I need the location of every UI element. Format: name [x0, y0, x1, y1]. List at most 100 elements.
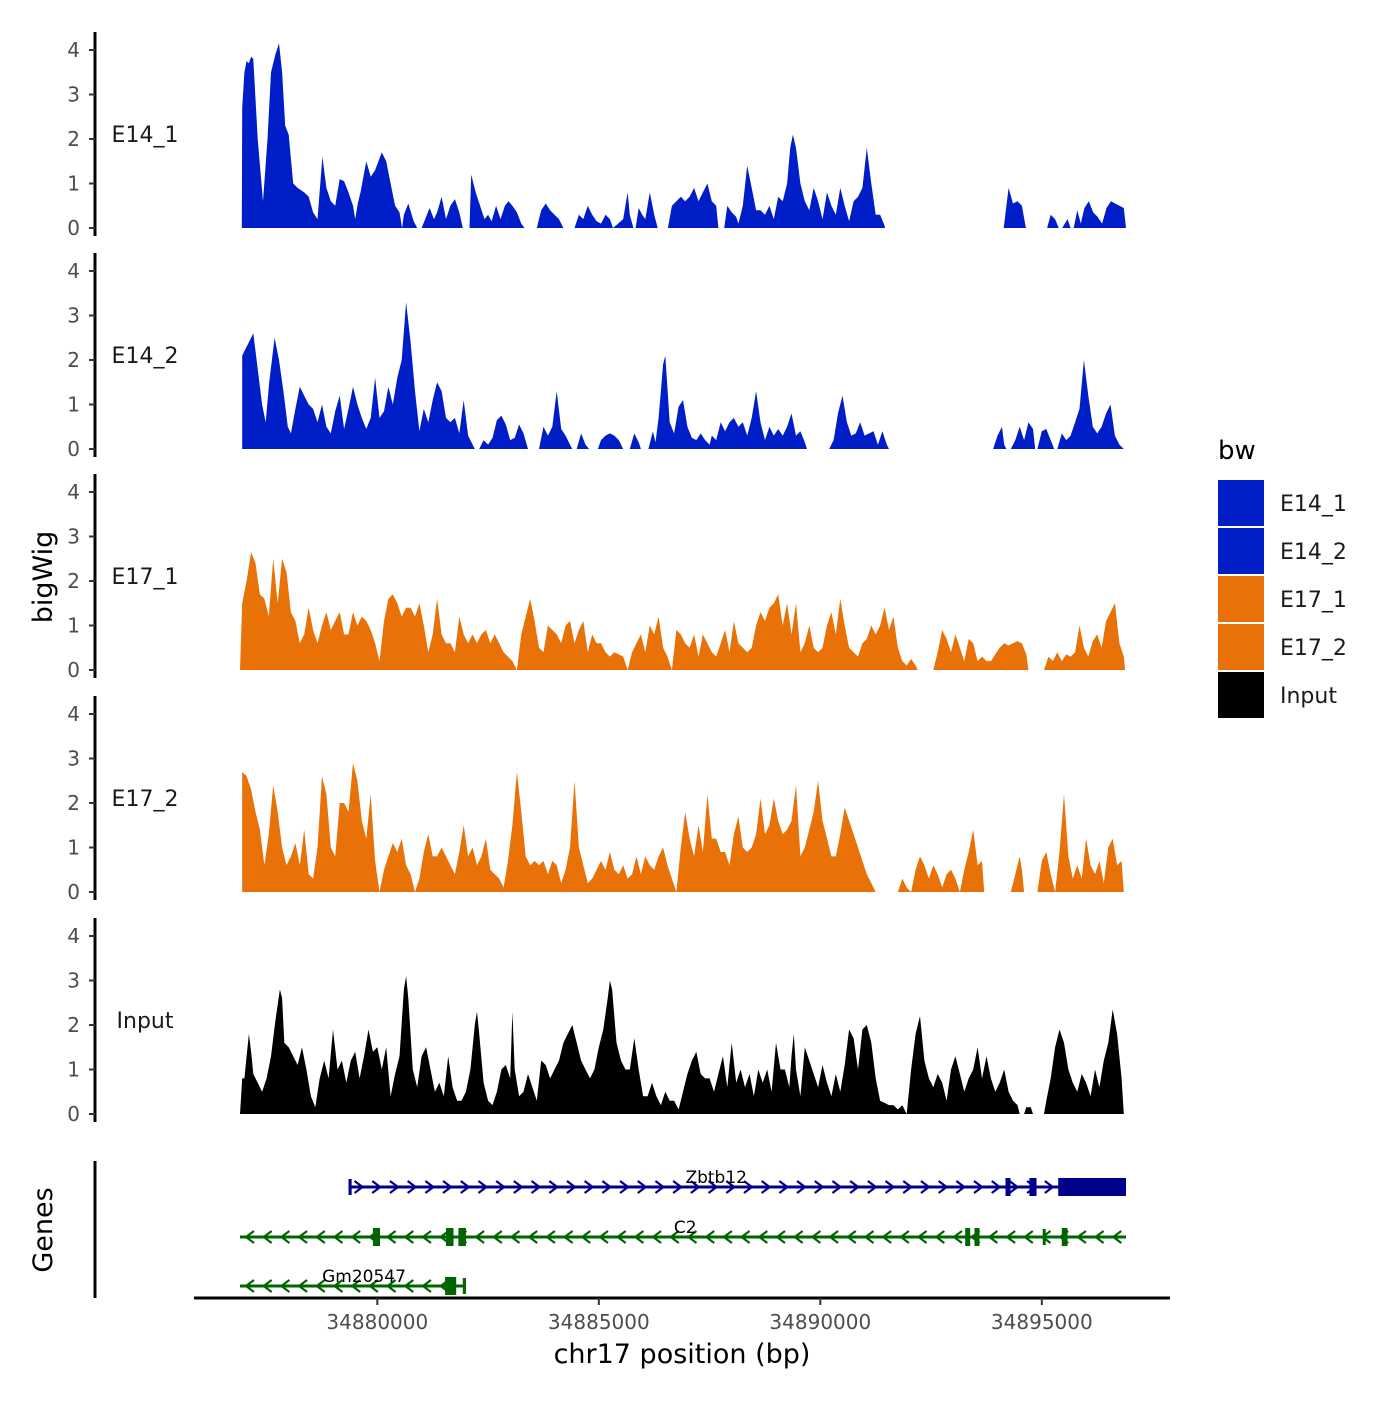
strand-arrow — [654, 1180, 666, 1194]
legend-swatch — [1218, 672, 1264, 718]
strand-arrow — [421, 1279, 432, 1293]
strand-arrow — [1040, 1230, 1052, 1244]
strand-arrow — [991, 1180, 1002, 1194]
track-label: Input — [117, 1009, 174, 1034]
strand-arrow — [332, 1230, 344, 1244]
strand-arrow — [350, 1279, 361, 1293]
strand-arrow — [1022, 1230, 1034, 1244]
y-tick-label: 1 — [67, 393, 80, 417]
strand-arrow — [686, 1230, 698, 1244]
strand-arrow — [403, 1230, 414, 1244]
genes-axis-title: Genes — [28, 1187, 59, 1272]
strand-arrow — [743, 1180, 754, 1194]
y-tick-label: 0 — [67, 1102, 80, 1126]
exon-block — [1005, 1178, 1011, 1196]
signal-area-E14_2 — [242, 302, 1124, 449]
strand-arrow — [937, 1180, 949, 1194]
legend-swatch — [1218, 528, 1264, 574]
strand-arrow — [884, 1180, 896, 1194]
x-tick-label: 34890000 — [769, 1310, 871, 1334]
legend-label: E17_2 — [1280, 636, 1347, 661]
strand-arrow — [934, 1230, 945, 1244]
strand-arrow — [530, 1180, 542, 1194]
strand-arrow — [371, 1180, 383, 1194]
exon-block — [974, 1228, 980, 1246]
strand-arrow — [916, 1230, 928, 1244]
utr-block — [1042, 1229, 1046, 1245]
strand-arrow — [244, 1279, 255, 1293]
strand-arrow — [796, 1180, 807, 1194]
track-label: E14_1 — [112, 123, 179, 148]
strand-arrow — [1005, 1230, 1016, 1244]
y-tick-label: 3 — [67, 304, 80, 328]
legend-label: E17_1 — [1280, 588, 1347, 613]
strand-arrow — [757, 1230, 768, 1244]
y-tick-label: 1 — [67, 614, 80, 638]
x-tick-label: 34885000 — [548, 1310, 650, 1334]
strand-arrow — [814, 1180, 825, 1194]
legend-swatch — [1218, 576, 1264, 622]
signal-area-E17_2 — [242, 763, 1124, 892]
strand-arrow — [810, 1230, 822, 1244]
y-tick-label: 3 — [67, 525, 80, 549]
strand-arrow — [279, 1279, 291, 1293]
strand-arrow — [495, 1180, 506, 1194]
exon-block — [1058, 1178, 1126, 1196]
strand-arrow — [297, 1230, 308, 1244]
strand-arrow — [1076, 1230, 1087, 1244]
exon-block — [458, 1228, 466, 1246]
track-Input: 0 1 2 3 4 Input — [67, 918, 1124, 1126]
y-tick-label: 4 — [67, 38, 80, 62]
legend-title: bw — [1218, 436, 1256, 466]
strand-arrow — [778, 1180, 790, 1194]
strand-arrow — [598, 1230, 609, 1244]
utr-block — [348, 1179, 352, 1195]
y-tick-label: 4 — [67, 924, 80, 948]
gene-label: C2 — [674, 1218, 697, 1238]
strand-arrow — [952, 1230, 963, 1244]
x-tick-label: 34895000 — [991, 1310, 1093, 1334]
strand-arrow — [350, 1230, 361, 1244]
track-E17_2: 0 1 2 3 4 E17_2 — [67, 696, 1124, 904]
strand-arrow — [760, 1180, 772, 1194]
strand-arrow — [707, 1180, 719, 1194]
strand-arrow — [881, 1230, 892, 1244]
gene-track: Zbtb12 C2 Gm20547 — [93, 1161, 1126, 1298]
strand-arrow — [368, 1279, 379, 1293]
exon-block — [965, 1228, 971, 1246]
y-tick-label: 0 — [67, 216, 80, 240]
strand-arrow — [314, 1230, 326, 1244]
exon-block — [445, 1277, 457, 1295]
strand-arrow — [261, 1279, 273, 1293]
strand-arrow — [722, 1230, 733, 1244]
gene-Zbtb12: Zbtb12 — [348, 1168, 1126, 1196]
strand-arrow — [633, 1230, 645, 1244]
exon-block — [1061, 1228, 1068, 1246]
strand-arrow — [403, 1279, 414, 1293]
strand-arrow — [261, 1230, 273, 1244]
track-label: E14_2 — [112, 344, 179, 369]
y-axis-title: bigWig — [28, 531, 59, 624]
strand-arrow — [902, 1180, 914, 1194]
signal-tracks: 0 1 2 3 4 E14_1 0 1 2 3 4 E14_2 0 1 2 3 4 E17_1 0 1 2 3 4 E17_2… — [67, 32, 1127, 1126]
strand-arrow — [353, 1180, 365, 1194]
strand-arrow — [566, 1180, 577, 1194]
y-tick-label: 2 — [67, 348, 80, 372]
strand-arrow — [545, 1230, 556, 1244]
strand-arrow — [672, 1180, 683, 1194]
track-label: E17_1 — [112, 565, 179, 590]
y-tick-label: 0 — [67, 437, 80, 461]
strand-arrow — [601, 1180, 613, 1194]
strand-arrow — [474, 1230, 485, 1244]
strand-arrow — [424, 1180, 436, 1194]
strand-arrow — [297, 1279, 308, 1293]
gene-label: Zbtb12 — [685, 1168, 747, 1188]
y-tick-label: 3 — [67, 969, 80, 993]
strand-arrow — [385, 1279, 397, 1293]
y-tick-label: 1 — [67, 836, 80, 860]
legend: bw E14_1 E14_2 E17_1 E17_2 Input — [1218, 436, 1347, 718]
x-tick-label: 34880000 — [326, 1310, 428, 1334]
strand-arrow — [548, 1180, 560, 1194]
strand-arrow — [867, 1180, 878, 1194]
strand-arrow — [389, 1180, 400, 1194]
